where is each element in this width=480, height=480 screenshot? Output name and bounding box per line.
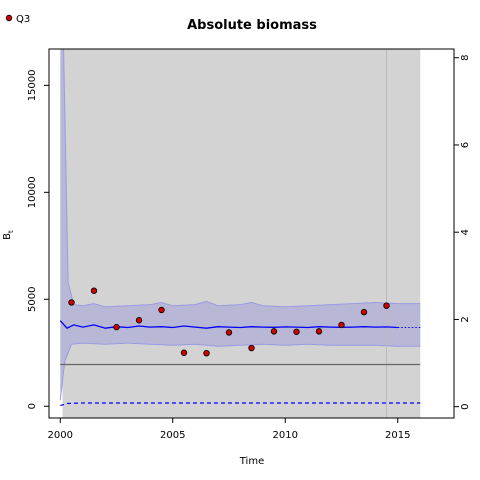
observation-point [180,349,188,356]
shaded-region [62,49,421,418]
observation-point [270,328,278,335]
observation-point [225,329,233,336]
plot-frame [48,48,455,419]
y-tick-label: 5000 [27,287,38,312]
plot-content [59,49,421,418]
plot-layer [59,49,421,418]
observation-point [135,317,143,324]
y2-tick-label: 2 [460,316,471,322]
legend-label: Q3 [16,14,30,25]
chart-title: Absolute biomass [187,18,317,33]
y2-tick-label: 0 [460,404,471,410]
observation-point [248,344,255,352]
observation-point [90,287,98,294]
observation-point [315,328,323,335]
y2-tick-label: 6 [460,142,471,148]
lower-band-line [59,342,421,400]
legend: Q3 [5,14,30,25]
observation-point [360,308,368,316]
lower-dashed-line [60,402,421,407]
observation-point [383,302,390,309]
x-tick-label: 2005 [160,430,185,441]
y2-tick-label: 8 [460,55,471,61]
axes: 2000 2005 2010 2015 0 5000 10000 15000 0 2 4 6 8 [27,55,471,441]
observation-point [158,306,165,314]
x-axis-label: Time [239,456,264,467]
y-axis-label-main: B [2,233,13,240]
y-tick-label: 0 [27,403,38,409]
observation-point [203,349,210,357]
observation-point [113,323,120,331]
legend-marker [5,14,13,22]
confidence-band [60,49,421,400]
y-tick-label: 15000 [27,69,38,101]
observation-point [68,299,75,306]
x-tick-label: 2000 [48,430,73,441]
x-tick-label: 2010 [273,430,298,441]
upper-band-line [60,49,421,308]
y2-tick-label: 4 [460,229,471,235]
x-tick-label: 2015 [385,430,410,441]
y-tick-label: 10000 [27,176,38,208]
observation-point [338,321,345,329]
observation-point [293,328,300,335]
y-axis-label-subscript: t [7,230,15,233]
y-axis-label: Bt [2,230,15,240]
